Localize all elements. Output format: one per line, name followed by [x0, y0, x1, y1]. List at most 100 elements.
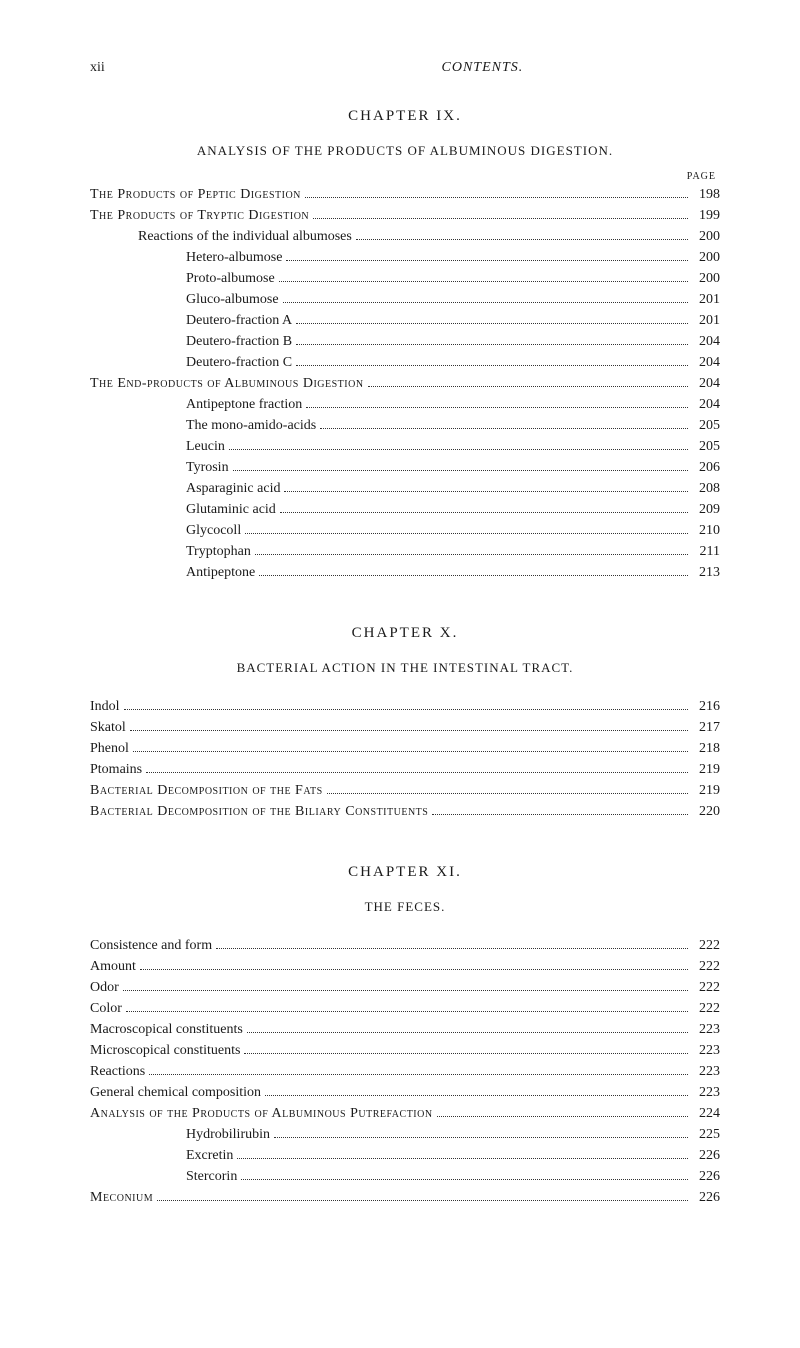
toc-entry-text: Microscopical constituents	[90, 1040, 240, 1061]
toc-entry: Microscopical constituents 223	[90, 1040, 720, 1061]
toc-leader-dots	[296, 365, 688, 366]
toc-entry-page: 223	[692, 1019, 720, 1040]
chapter-title: CHAPTER IX.	[90, 108, 720, 125]
header-spacer	[700, 60, 720, 76]
toc-entry-text: Phenol	[90, 738, 129, 759]
page-number-roman: xii	[90, 60, 105, 76]
toc-entry-text: General chemical composition	[90, 1082, 261, 1103]
toc-entry-text: Hetero-albumose	[186, 247, 282, 268]
toc-entry-page: 205	[692, 436, 720, 457]
toc-leader-dots	[149, 1074, 688, 1075]
toc-entry-page: 226	[692, 1166, 720, 1187]
toc-entry-page: 205	[692, 415, 720, 436]
toc-entry-page: 223	[692, 1040, 720, 1061]
toc-entry-text: Reactions	[90, 1061, 145, 1082]
toc-entry: Stercorin226	[90, 1166, 720, 1187]
toc-entry-page: 222	[692, 956, 720, 977]
chapters-container: CHAPTER IX. ANALYSIS OF THE PRODUCTS OF A…	[90, 108, 720, 1208]
toc-entry-text: Ptomains	[90, 759, 142, 780]
toc-leader-dots	[283, 302, 688, 303]
toc-entry-text: Excretin	[186, 1145, 233, 1166]
toc-entry-text: Bacterial Decomposition of the Fats	[90, 780, 323, 801]
page-header: xii CONTENTS.	[90, 60, 720, 76]
toc-entry-page: 213	[692, 562, 720, 583]
toc-leader-dots	[296, 344, 688, 345]
toc-entry: Glutaminic acid209	[90, 499, 720, 520]
toc-leader-dots	[286, 260, 688, 261]
toc-entry: Antipeptone 213	[90, 562, 720, 583]
toc-entry-page: 201	[692, 310, 720, 331]
toc-entry-page: 200	[692, 247, 720, 268]
toc-entry: Leucin205	[90, 436, 720, 457]
toc-entry: Deutero-fraction B204	[90, 331, 720, 352]
toc-entry: Hetero-albumose 200	[90, 247, 720, 268]
toc-entry-text: Hydrobilirubin	[186, 1124, 270, 1145]
toc-entry-text: Antipeptone fraction	[186, 394, 302, 415]
toc-entry: Gluco-albumose201	[90, 289, 720, 310]
toc-leader-dots	[305, 197, 688, 198]
chapter-block: CHAPTER XI.THE FECES.Consistence and for…	[90, 864, 720, 1208]
toc-entry: Indol216	[90, 696, 720, 717]
toc-leader-dots	[279, 281, 688, 282]
toc-entry-page: 198	[692, 184, 720, 205]
toc-leader-dots	[437, 1116, 688, 1117]
chapter-subtitle: ANALYSIS OF THE PRODUCTS OF ALBUMINOUS D…	[90, 143, 720, 159]
toc-entry-text: Deutero-fraction A	[186, 310, 292, 331]
toc-entry: Proto-albumose200	[90, 268, 720, 289]
toc-entry: General chemical composition223	[90, 1082, 720, 1103]
toc-entry: Glycocoll210	[90, 520, 720, 541]
toc-entry-text: The Products of Tryptic Digestion	[90, 205, 309, 226]
toc-entry-text: Antipeptone	[186, 562, 255, 583]
toc-entry: Reactions 223	[90, 1061, 720, 1082]
toc-entry: The Products of Peptic Digestion198	[90, 184, 720, 205]
toc-entry-page: 199	[692, 205, 720, 226]
toc-entry-page: 211	[692, 541, 720, 562]
chapter-subtitle: THE FECES.	[90, 899, 720, 915]
toc-entry: Phenol218	[90, 738, 720, 759]
toc-entry: Macroscopical constituents 223	[90, 1019, 720, 1040]
toc-entry-page: 222	[692, 998, 720, 1019]
toc-leader-dots	[237, 1158, 688, 1159]
toc-entry-text: Tyrosin	[186, 457, 229, 478]
toc-entry: The End-products of Albuminous Digestion…	[90, 373, 720, 394]
toc-entry-page: 204	[692, 394, 720, 415]
toc-entry-page: 226	[692, 1145, 720, 1166]
toc-entry: Odor222	[90, 977, 720, 998]
chapter-title: CHAPTER X.	[90, 625, 720, 642]
toc-entry-text: Asparaginic acid	[186, 478, 280, 499]
contents-label: CONTENTS.	[442, 60, 524, 76]
toc-entry-page: 222	[692, 977, 720, 998]
toc-entry-page: 210	[692, 520, 720, 541]
toc-leader-dots	[241, 1179, 688, 1180]
toc-leader-dots	[255, 554, 688, 555]
toc-entry: Bacterial Decomposition of the Biliary C…	[90, 801, 720, 822]
toc-leader-dots	[280, 512, 688, 513]
toc-entry-text: Proto-albumose	[186, 268, 275, 289]
toc-leader-dots	[265, 1095, 688, 1096]
toc-entry-text: Deutero-fraction B	[186, 331, 292, 352]
toc-leader-dots	[247, 1032, 688, 1033]
toc-entry-page: 217	[692, 717, 720, 738]
toc-leader-dots	[284, 491, 688, 492]
toc-entry-page: 204	[692, 352, 720, 373]
toc-entry-page: 223	[692, 1061, 720, 1082]
toc-entry-page: 219	[692, 780, 720, 801]
toc-entry: Ptomains219	[90, 759, 720, 780]
toc-entry-page: 208	[692, 478, 720, 499]
toc-entry: Asparaginic acid 208	[90, 478, 720, 499]
toc-entry: Tryptophan211	[90, 541, 720, 562]
toc-entry-text: Macroscopical constituents	[90, 1019, 243, 1040]
toc-entry: Consistence and form222	[90, 935, 720, 956]
toc-entry-text: Skatol	[90, 717, 126, 738]
toc-entry-text: The mono-amido-acids	[186, 415, 316, 436]
toc-leader-dots	[216, 948, 688, 949]
spacer	[90, 688, 720, 696]
toc-entry-page: 226	[692, 1187, 720, 1208]
toc-leader-dots	[130, 730, 688, 731]
toc-leader-dots	[124, 709, 688, 710]
toc-entry-text: Meconium	[90, 1187, 153, 1208]
toc-entry-page: 204	[692, 373, 720, 394]
toc-entry-text: Color	[90, 998, 122, 1019]
toc-leader-dots	[146, 772, 688, 773]
toc-leader-dots	[320, 428, 688, 429]
